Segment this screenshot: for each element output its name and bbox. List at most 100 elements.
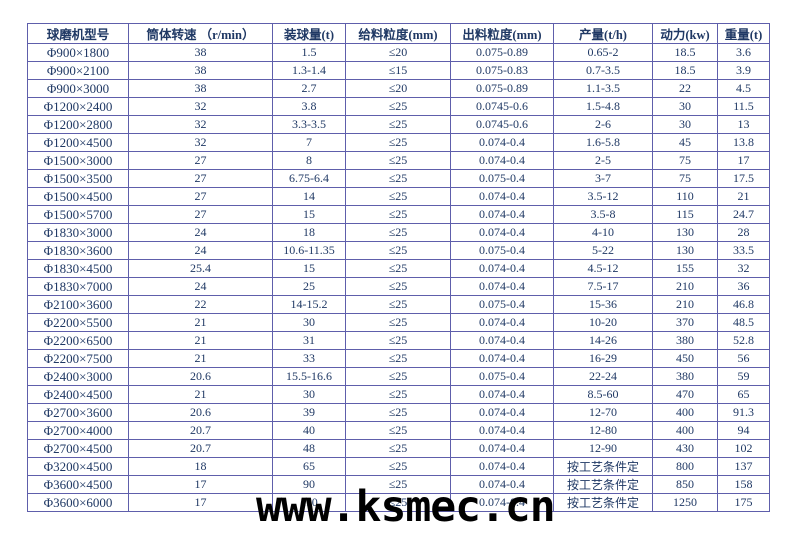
value-cell: 18	[272, 223, 346, 242]
model-cell: Φ2200×5500	[27, 313, 129, 332]
value-cell: 24	[128, 241, 273, 260]
value-cell: 1.5	[272, 43, 346, 62]
value-cell: ≤25	[345, 223, 451, 242]
value-cell: 39	[272, 403, 346, 422]
value-cell: 370	[652, 313, 718, 332]
value-cell: 按工艺条件定	[553, 493, 653, 512]
value-cell: ≤25	[345, 367, 451, 386]
value-cell: 10-20	[553, 313, 653, 332]
value-cell: ≤25	[345, 439, 451, 458]
value-cell: 13.8	[717, 133, 770, 152]
value-cell: ≤25	[345, 457, 451, 476]
model-cell: Φ1200×4500	[27, 133, 129, 152]
value-cell: 1.1-3.5	[553, 79, 653, 98]
value-cell: 5-22	[553, 241, 653, 260]
value-cell: 2-6	[553, 115, 653, 134]
model-cell: Φ2700×4000	[27, 421, 129, 440]
value-cell: 按工艺条件定	[553, 475, 653, 494]
value-cell: 59	[717, 367, 770, 386]
value-cell: 30	[272, 385, 346, 404]
table-body: Φ900×1800 38 1.5 ≤20 0.075-0.89 0.65-2 18.5 3.6…	[27, 43, 770, 512]
value-cell: 14-15.2	[272, 295, 346, 314]
value-cell: 0.074-0.4	[450, 205, 554, 224]
value-cell: 8	[272, 151, 346, 170]
model-cell: Φ2700×3600	[27, 403, 129, 422]
value-cell: 20.6	[128, 367, 273, 386]
value-cell: 38	[128, 61, 273, 80]
value-cell: 0.074-0.4	[450, 439, 554, 458]
model-cell: Φ1500×4500	[27, 187, 129, 206]
value-cell: 21	[128, 331, 273, 350]
value-cell: 210	[652, 277, 718, 296]
value-cell: 115	[652, 205, 718, 224]
value-cell: 65	[272, 457, 346, 476]
value-cell: 22-24	[553, 367, 653, 386]
value-cell: 38	[128, 43, 273, 62]
value-cell: 0.074-0.4	[450, 133, 554, 152]
value-cell: 27	[128, 151, 273, 170]
value-cell: 3.6	[717, 43, 770, 62]
value-cell: 75	[652, 169, 718, 188]
value-cell: 22	[128, 295, 273, 314]
value-cell: 380	[652, 331, 718, 350]
value-cell: ≤25	[345, 133, 451, 152]
value-cell: 21	[128, 313, 273, 332]
model-cell: Φ1830×3600	[27, 241, 129, 260]
value-cell: 130	[652, 241, 718, 260]
value-cell: 17	[128, 493, 273, 512]
table-row: Φ1830×7000 24 25 ≤25 0.074-0.4 7.5-17 210 36	[27, 277, 770, 296]
value-cell: ≤25	[345, 295, 451, 314]
model-cell: Φ2200×6500	[27, 331, 129, 350]
value-cell: 13	[717, 115, 770, 134]
value-cell: 40	[272, 421, 346, 440]
model-cell: Φ900×2100	[27, 61, 129, 80]
value-cell: ≤25	[345, 187, 451, 206]
value-cell: 0.075-0.89	[450, 43, 554, 62]
value-cell: 400	[652, 403, 718, 422]
table-row: Φ3600×6000 17 110 ≤25 0.074-0.4 按工艺条件定 1250 175	[27, 493, 770, 512]
model-cell: Φ1830×3000	[27, 223, 129, 242]
value-cell: 27	[128, 169, 273, 188]
value-cell: ≤25	[345, 493, 451, 512]
table-row: Φ1200×4500 32 7 ≤25 0.074-0.4 1.6-5.8 45 13.8	[27, 133, 770, 152]
model-cell: Φ1200×2400	[27, 97, 129, 116]
table-row: Φ1500×5700 27 15 ≤25 0.074-0.4 3.5-8 115 24.7	[27, 205, 770, 224]
value-cell: 400	[652, 421, 718, 440]
table-row: Φ1200×2400 32 3.8 ≤25 0.0745-0.6 1.5-4.8 30 11.…	[27, 97, 770, 116]
value-cell: 110	[652, 187, 718, 206]
value-cell: 75	[652, 151, 718, 170]
value-cell: 21	[128, 349, 273, 368]
column-header: 动力(kw)	[652, 23, 718, 44]
table-row: Φ2200×5500 21 30 ≤25 0.074-0.4 10-20 370 48.5	[27, 313, 770, 332]
value-cell: 20.7	[128, 439, 273, 458]
value-cell: 33.5	[717, 241, 770, 260]
value-cell: 27	[128, 205, 273, 224]
table-row: Φ1830×3000 24 18 ≤25 0.074-0.4 4-10 130 28	[27, 223, 770, 242]
model-cell: Φ2200×7500	[27, 349, 129, 368]
value-cell: 46.8	[717, 295, 770, 314]
value-cell: 24.7	[717, 205, 770, 224]
value-cell: 210	[652, 295, 718, 314]
value-cell: ≤20	[345, 43, 451, 62]
value-cell: ≤25	[345, 277, 451, 296]
value-cell: 155	[652, 259, 718, 278]
table-row: Φ1500×3500 27 6.75-6.4 ≤25 0.075-0.4 3-7 75 17.…	[27, 169, 770, 188]
value-cell: 0.074-0.4	[450, 457, 554, 476]
value-cell: 0.65-2	[553, 43, 653, 62]
value-cell: 0.074-0.4	[450, 349, 554, 368]
model-cell: Φ1500×5700	[27, 205, 129, 224]
value-cell: ≤25	[345, 403, 451, 422]
value-cell: 32	[128, 97, 273, 116]
value-cell: 3.5-12	[553, 187, 653, 206]
value-cell: 0.074-0.4	[450, 421, 554, 440]
value-cell: 158	[717, 475, 770, 494]
value-cell: 3.5-8	[553, 205, 653, 224]
value-cell: ≤25	[345, 385, 451, 404]
value-cell: ≤25	[345, 151, 451, 170]
value-cell: 0.074-0.4	[450, 313, 554, 332]
model-cell: Φ2400×3000	[27, 367, 129, 386]
table-row: Φ1200×2800 32 3.3-3.5 ≤25 0.0745-0.6 2-6 30 13	[27, 115, 770, 134]
value-cell: ≤25	[345, 313, 451, 332]
value-cell: 7	[272, 133, 346, 152]
value-cell: 380	[652, 367, 718, 386]
